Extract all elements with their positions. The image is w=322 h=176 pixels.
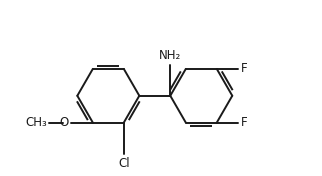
Text: CH₃: CH₃ — [25, 116, 47, 129]
Text: NH₂: NH₂ — [159, 49, 181, 62]
Text: Cl: Cl — [118, 157, 130, 170]
Text: O: O — [59, 116, 69, 129]
Text: F: F — [241, 62, 248, 75]
Text: F: F — [241, 116, 248, 129]
